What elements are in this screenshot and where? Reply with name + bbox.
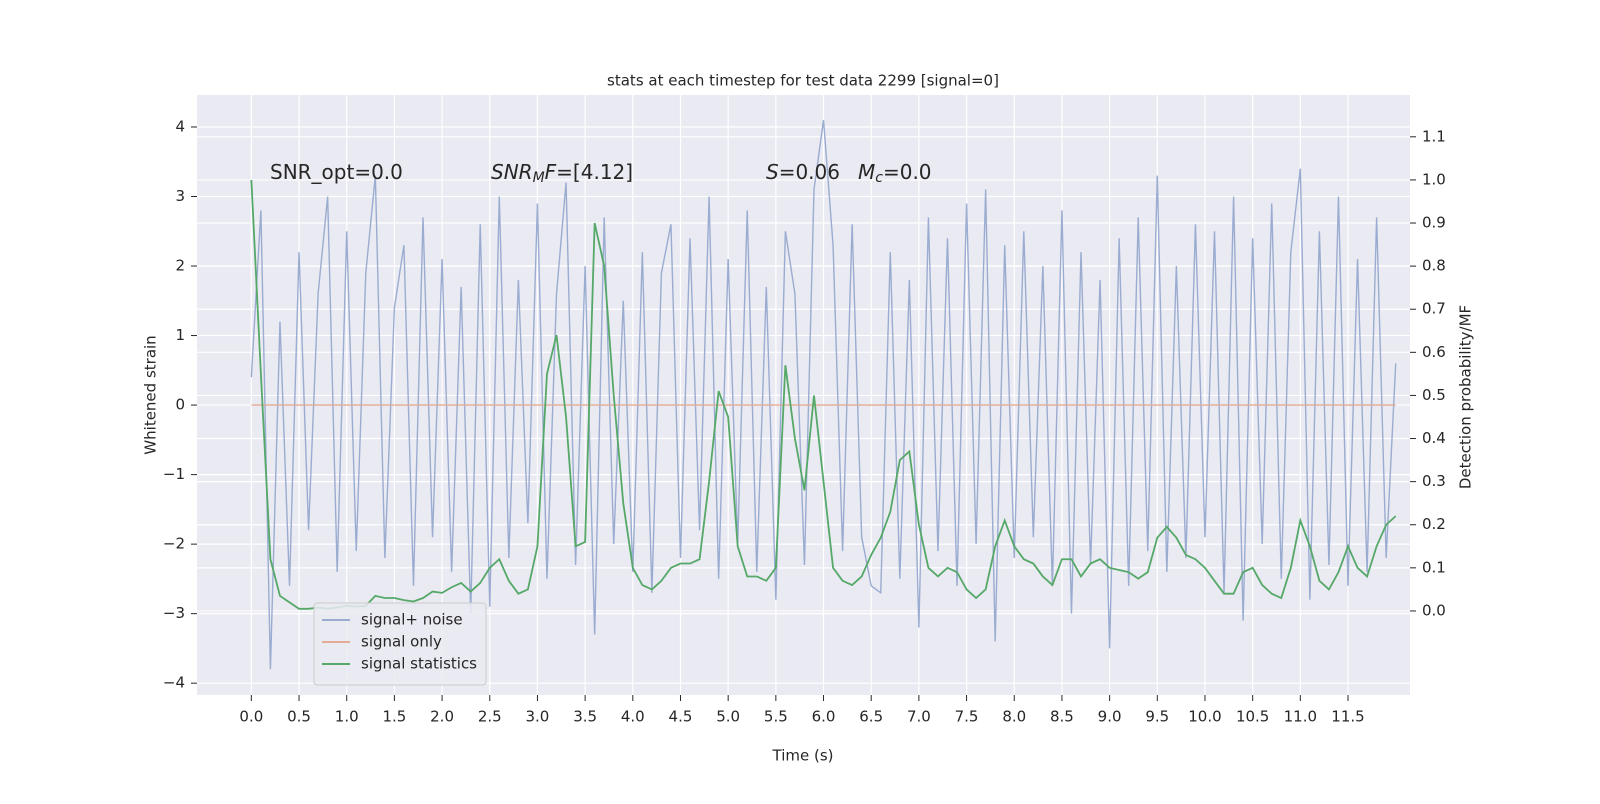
x-tick-label: 8.5	[1050, 708, 1074, 726]
series-line	[250, 119, 1397, 670]
legend-box	[313, 602, 487, 686]
y-tick-label: 4	[175, 117, 185, 135]
y2-tick-label: 0.8	[1422, 257, 1446, 275]
annotation-text: =0.06	[779, 160, 840, 184]
legend-label: signal+ noise	[361, 611, 463, 629]
y2-tick-label: 0.2	[1422, 515, 1446, 533]
y2-tick-label: 0.4	[1422, 429, 1446, 447]
y-tick-label: −2	[163, 535, 185, 553]
annotation: SNR_opt=0.0	[270, 160, 403, 184]
x-tick-label: 9.5	[1145, 708, 1169, 726]
x-tick-label: 0.0	[239, 708, 263, 726]
annotation-text: M	[533, 170, 545, 186]
x-tick-label: 1.0	[335, 708, 359, 726]
x-tick-label: 5.0	[716, 708, 740, 726]
axes: 0.0 0.5 1.0 1.5 2.0 2.5 3.0 3.5 4.0 4.5 5.0 5.5 6.0 6…	[163, 117, 1446, 725]
x-tick-label: 1.5	[382, 708, 406, 726]
x-tick-label: 4.5	[669, 708, 693, 726]
grid	[197, 95, 1410, 695]
annotation-text: c	[875, 170, 883, 186]
x-tick-label: 3.5	[573, 708, 597, 726]
series-line	[250, 179, 1397, 610]
y2-tick-label: 0.1	[1422, 558, 1446, 576]
y2-tick-label: 0.9	[1422, 214, 1446, 232]
x-tick-label: 10.5	[1236, 708, 1269, 726]
annotation-text: M	[858, 160, 875, 184]
y-axis-label: Whitened strain	[142, 335, 160, 454]
x-tick-label: 6.5	[859, 708, 883, 726]
annotation-text: =[4.12]	[556, 160, 633, 184]
annotation: SNRMF=[4.12]	[491, 160, 633, 187]
x-tick-label: 2.0	[430, 708, 454, 726]
annotation-text: SNR_opt=0.0	[270, 160, 403, 184]
y2-tick-label: 0.3	[1422, 472, 1446, 490]
legend-label: signal only	[361, 633, 442, 651]
x-tick-label: 8.0	[1002, 708, 1026, 726]
y2-axis-label: Detection probability/MF	[1457, 305, 1475, 489]
x-tick-label: 4.0	[621, 708, 645, 726]
y-tick-label: 1	[175, 326, 185, 344]
legend: signal+ noise signal only signal statistic…	[313, 602, 487, 686]
y-tick-label: −4	[163, 674, 185, 692]
y2-tick-label: 0.5	[1422, 386, 1446, 404]
x-tick-label: 3.0	[526, 708, 550, 726]
x-tick-label: 11.5	[1331, 708, 1364, 726]
y-tick-label: 3	[175, 187, 185, 205]
chart-title: stats at each timestep for test data 229…	[607, 72, 999, 90]
y2-tick-label: 0.0	[1422, 601, 1446, 619]
y2-tick-label: 1.1	[1422, 127, 1446, 145]
annotation-text: F	[545, 160, 557, 184]
x-tick-label: 11.0	[1284, 708, 1317, 726]
x-tick-label: 5.5	[764, 708, 788, 726]
annotation-text: S	[766, 160, 779, 184]
annotation-text: SNR	[491, 160, 533, 184]
y-tick-label: 0	[175, 396, 185, 414]
x-axis-label: Time (s)	[772, 747, 834, 765]
y-tick-label: −3	[163, 604, 185, 622]
x-tick-label: 6.0	[812, 708, 836, 726]
x-tick-label: 7.5	[955, 708, 979, 726]
annotation: Mc=0.0	[858, 160, 932, 187]
legend-label: signal statistics	[361, 655, 477, 673]
y2-tick-label: 0.6	[1422, 343, 1446, 361]
x-tick-label: 0.5	[287, 708, 311, 726]
x-tick-label: 10.0	[1188, 708, 1221, 726]
annotations: SNR_opt=0.0 SNRMF=[4.12] S=0.06 Mc=0.0	[270, 160, 932, 187]
y-tick-label: −1	[163, 465, 185, 483]
x-tick-label: 9.0	[1098, 708, 1122, 726]
annotation: S=0.06	[766, 160, 840, 184]
annotation-text: =0.0	[883, 160, 932, 184]
y2-tick-label: 1.0	[1422, 170, 1446, 188]
y-tick-label: 2	[175, 257, 185, 275]
x-tick-label: 7.0	[907, 708, 931, 726]
y2-tick-label: 0.7	[1422, 300, 1446, 318]
marks	[250, 119, 1397, 670]
x-tick-label: 2.5	[478, 708, 502, 726]
